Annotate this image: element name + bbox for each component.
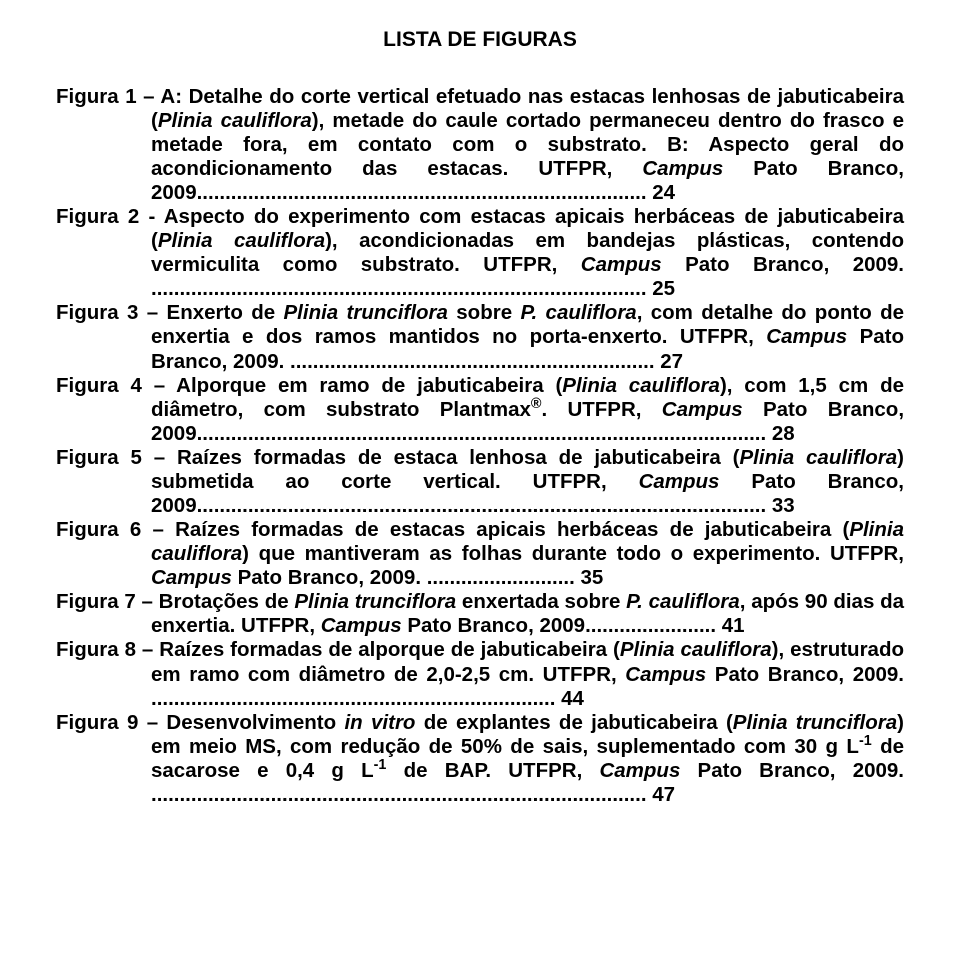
text-segment: sobre [448,301,521,324]
text-segment: Campus [662,398,743,421]
text-segment: Campus [151,566,232,589]
text-segment: Campus [625,663,706,686]
text-segment: Figura 5 – Raízes formadas de estaca len… [56,446,740,469]
text-segment: Pato Branco, 2009.......................… [402,614,745,637]
text-segment: Plinia trunciflora [284,301,448,324]
figure-list: Figura 1 – A: Detalhe do corte vertical … [56,85,904,807]
text-segment: de explantes de jabuticabeira ( [415,711,732,734]
text-segment: Pato Branco, 2009. .....................… [232,566,603,589]
text-segment: Plinia cauliflora [158,229,325,252]
figure-entry: Figura 5 – Raízes formadas de estaca len… [56,446,904,518]
figure-entry: Figura 6 – Raízes formadas de estacas ap… [56,518,904,590]
text-segment: Figura 9 – Desenvolvimento [56,711,344,734]
figure-entry: Figura 2 - Aspecto do experimento com es… [56,205,904,301]
text-segment: Plinia cauliflora [562,374,720,397]
text-segment: -1 [374,757,387,773]
figure-entry: Figura 3 – Enxerto de Plinia trunciflora… [56,301,904,373]
text-segment: Figura 8 – Raízes formadas de alporque d… [56,638,620,661]
text-segment: de BAP. UTFPR, [386,759,599,782]
text-segment: enxertada sobre [456,590,626,613]
figure-entry: Figura 4 – Alporque em ramo de jabuticab… [56,374,904,446]
figure-entry: Figura 1 – A: Detalhe do corte vertical … [56,85,904,205]
text-segment: Campus [599,759,680,782]
text-segment: P. cauliflora [520,301,636,324]
text-segment: Campus [766,325,847,348]
text-segment: Campus [642,157,723,180]
figure-entry: Figura 9 – Desenvolvimento in vitro de e… [56,711,904,807]
document-page: LISTA DE FIGURAS Figura 1 – A: Detalhe d… [0,0,960,960]
text-segment: in vitro [344,711,415,734]
page-title: LISTA DE FIGURAS [56,28,904,53]
text-segment: . UTFPR, [541,398,661,421]
text-segment: Figura 7 – Brotações de [56,590,294,613]
figure-entry: Figura 7 – Brotações de Plinia trunciflo… [56,590,904,638]
text-segment: Figura 4 – Alporque em ramo de jabuticab… [56,374,562,397]
text-segment: P. cauliflora [626,590,740,613]
text-segment: Campus [321,614,402,637]
text-segment: Campus [581,253,662,276]
text-segment: Plinia trunciflora [294,590,456,613]
text-segment: Figura 3 – Enxerto de [56,301,284,324]
text-segment: Plinia cauliflora [620,638,772,661]
text-segment: Plinia cauliflora [158,109,312,132]
text-segment: Plinia trunciflora [733,711,897,734]
text-segment: Campus [639,470,720,493]
figure-entry: Figura 8 – Raízes formadas de alporque d… [56,638,904,710]
text-segment: ) que mantiveram as folhas durante todo … [242,542,904,565]
text-segment: Plinia cauliflora [740,446,898,469]
text-segment: ® [531,396,542,412]
text-segment: Figura 6 – Raízes formadas de estacas ap… [56,518,849,541]
text-segment: -1 [859,733,872,749]
